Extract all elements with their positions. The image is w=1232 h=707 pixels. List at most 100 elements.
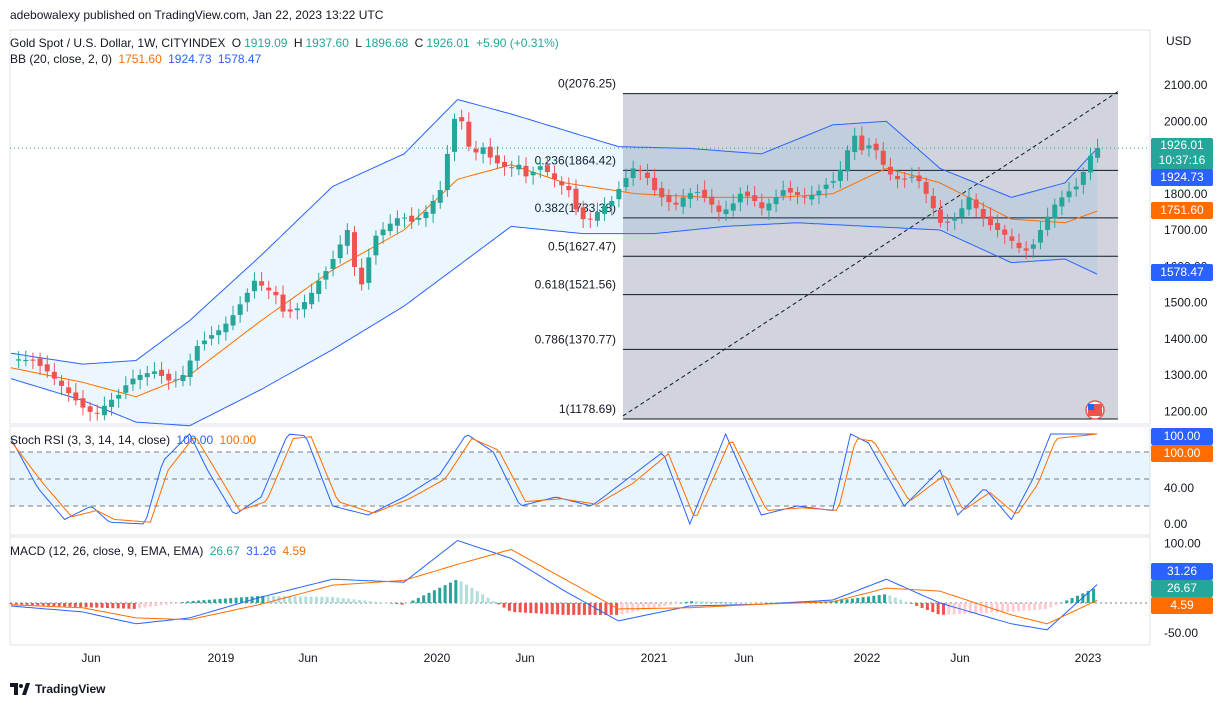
macd-histogram-bar [1011, 603, 1015, 612]
macd-histogram-bar [1092, 588, 1096, 603]
macd-histogram-bar [711, 601, 715, 603]
candle-body [980, 208, 986, 218]
macd-histogram-bar [132, 603, 136, 609]
macd-histogram-bar [245, 596, 249, 603]
time-axis-tick-label: Jun [950, 651, 969, 665]
time-axis-tick-label: 2022 [854, 651, 881, 665]
candle-body [795, 192, 801, 195]
flag-canton [1088, 404, 1094, 410]
candle-body [273, 291, 279, 296]
candle-body [259, 281, 265, 286]
candle-body [552, 173, 558, 180]
stoch-legend[interactable]: Stoch RSI (3, 3, 14, 14, close) 100.00 1… [10, 433, 259, 447]
symbol-label[interactable]: Gold Spot / U.S. Dollar, 1W, CITYINDEX [10, 36, 226, 50]
macd-histogram-bar [443, 585, 447, 603]
macd-histogram-bar [577, 603, 581, 615]
macd-legend[interactable]: MACD (12, 26, close, 9, EMA, EMA) 26.67 … [10, 544, 309, 558]
currency-label[interactable]: USD [1166, 34, 1192, 48]
time-axis-tick-label: 2020 [424, 651, 451, 665]
macd-histogram-bar [100, 603, 104, 608]
macd-histogram-bar [925, 603, 929, 611]
candle-body [630, 168, 636, 179]
macd-histogram-bar [523, 603, 527, 613]
macd-histogram-bar [438, 587, 442, 603]
macd-histogram-bar [288, 596, 292, 603]
candle-body [280, 294, 286, 312]
publish-line: adebowalexy published on TradingView.com… [10, 8, 384, 22]
macd-histogram-bar [68, 603, 72, 607]
macd-histogram-bar [14, 603, 18, 605]
candle-body [773, 197, 779, 205]
candle-body [723, 209, 729, 215]
macd-histogram-bar [213, 599, 217, 603]
candle-body [594, 211, 600, 221]
candle-body [1052, 204, 1058, 219]
bb-legend[interactable]: BB (20, close, 2, 0) 1751.60 1924.73 157… [10, 52, 264, 66]
candle-body [416, 218, 422, 220]
candle-body [616, 188, 622, 200]
macd-histogram-bar [936, 603, 940, 615]
candle-body [602, 205, 608, 214]
macd-histogram-bar [63, 603, 67, 607]
macd-histogram-bar [582, 603, 586, 615]
macd-histogram-bar [105, 603, 109, 608]
candle-body [823, 184, 829, 189]
fib-level-label: 0(2076.25) [558, 77, 616, 91]
candle-body [116, 394, 122, 399]
price-axis-tick-label: 2100.00 [1164, 78, 1208, 92]
open-label: O [231, 36, 242, 50]
macd-histogram-bar [293, 596, 297, 603]
candle-body [494, 155, 500, 164]
candle-body [430, 201, 436, 214]
candle-body [694, 191, 700, 193]
bb-label: BB (20, close, 2, 0) [10, 52, 113, 66]
candle-body [816, 190, 822, 196]
macd-histogram-bar [738, 602, 742, 603]
macd-histogram-bar [834, 600, 838, 603]
fib-level-label: 0.618(1521.56) [535, 278, 616, 292]
macd-histogram-bar [223, 598, 227, 603]
macd-histogram-bar [872, 595, 876, 603]
candle-body [444, 153, 450, 190]
candle-body [166, 373, 172, 381]
candle-body [373, 235, 379, 256]
macd-histogram-bar [261, 595, 265, 603]
candle-body [201, 340, 207, 345]
macd-histogram-bar [722, 602, 726, 603]
macd-histogram-bar [148, 603, 152, 607]
candle-body [680, 197, 686, 207]
candle-body [402, 217, 408, 219]
candle-body [473, 148, 479, 153]
macd-histogram-bar [347, 598, 351, 603]
candle-body [744, 191, 750, 197]
macd-histogram-bar [368, 601, 372, 603]
candle-body [87, 406, 93, 412]
candle-body [437, 190, 443, 203]
macd-histogram-bar [164, 603, 168, 605]
candle-body [301, 302, 307, 310]
macd-histogram-bar [1006, 603, 1010, 613]
macd-axis-tick-label: -50.00 [1164, 626, 1198, 640]
candle-body [223, 323, 229, 333]
macd-histogram-bar [850, 598, 854, 603]
macd-histogram-bar [379, 602, 383, 603]
macd-histogram-bar [625, 603, 629, 614]
macd-histogram-bar [599, 603, 603, 615]
main-legend: Gold Spot / U.S. Dollar, 1W, CITYINDEX O… [10, 36, 562, 50]
time-axis-tick-label: Jun [734, 651, 753, 665]
candle-body [780, 190, 786, 196]
macd-histogram-bar [963, 603, 967, 614]
macd-histogram-bar [170, 603, 174, 604]
tradingview-watermark[interactable]: TradingView [10, 682, 105, 696]
low-value: 1896.68 [364, 36, 409, 50]
candle-body [244, 292, 250, 303]
macd-histogram-bar [609, 603, 613, 615]
macd-histogram-bar [770, 602, 774, 604]
low-label: L [355, 36, 362, 50]
macd-histogram-bar [915, 603, 919, 606]
macd-histogram-bar [239, 597, 243, 603]
macd-histogram-bar [979, 603, 983, 614]
candle-body [895, 175, 901, 180]
macd-histogram-bar [920, 603, 924, 608]
